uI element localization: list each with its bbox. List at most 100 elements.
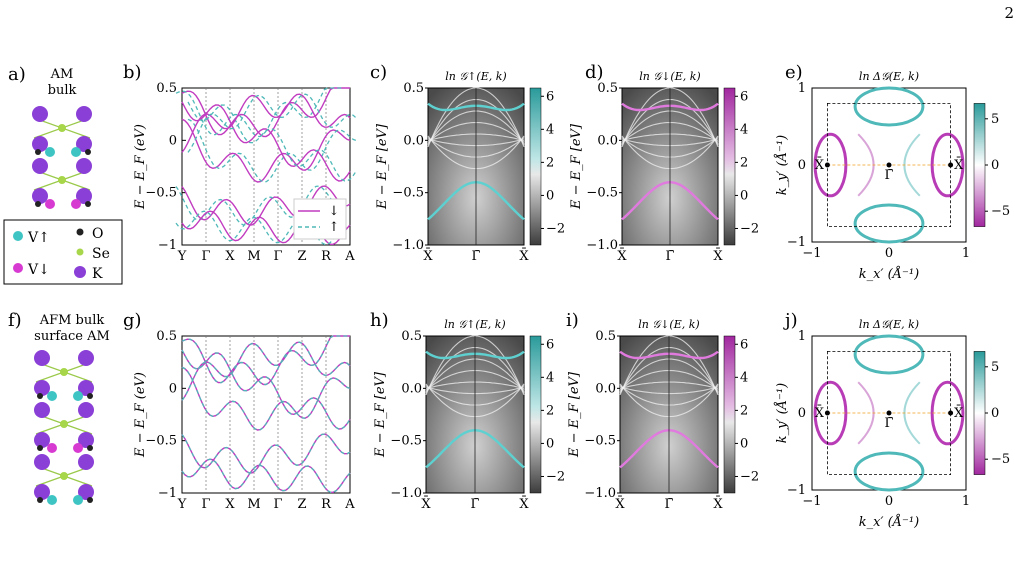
colorbar-tick-label: −5: [991, 452, 1010, 467]
x-tick-label: Γ̄: [664, 497, 673, 512]
colorbar: [973, 351, 986, 475]
spectral-map-d: 0.50.0−0.5−1.0X̄ Γ̄ X̄E − E_F [eV]ln 𝒢↓(E,…: [569, 70, 759, 264]
y-tick-label: −1.0: [584, 486, 616, 501]
kpath-label: Y: [177, 249, 187, 264]
panel-f-title-1: AFM bulk: [39, 313, 105, 328]
colorbar: [529, 335, 542, 494]
k-atom: [78, 484, 94, 500]
y-tick-label: 0.5: [403, 81, 424, 96]
x-axis-label: k_x′ (Å⁻¹): [859, 266, 919, 282]
y-tick-label: −0.5: [392, 186, 424, 201]
y-tick-label: −1: [158, 238, 177, 253]
v-atom: [47, 495, 57, 505]
y-axis-label: E − E_F [eV]: [569, 123, 584, 210]
pocket-teal-top: [853, 86, 925, 127]
o-atom: [87, 445, 93, 451]
colorbar: [723, 335, 736, 494]
panel-a-title-2: bulk: [48, 83, 77, 98]
y-tick-label: −1.0: [390, 486, 422, 501]
y-tick-label: 0.5: [156, 81, 177, 96]
y-tick-label: 0.0: [597, 133, 618, 148]
colorbar-tick-label: −2: [546, 221, 565, 236]
v-atom: [73, 443, 83, 453]
y-axis-label: E − E_F [eV]: [567, 371, 582, 458]
band-legend: [293, 198, 347, 240]
o-atom: [37, 393, 43, 399]
panel-b-label: b): [123, 62, 142, 83]
colorbar-tick-label: 0: [991, 158, 999, 173]
x-tick-label: X̄: [423, 248, 433, 264]
legend-vup: V↑: [27, 230, 50, 246]
band-up: [187, 101, 357, 182]
spectral-map-c: 0.50.0−0.5−1.0X̄ Γ̄ X̄E − E_F [eV]ln 𝒢↑(E,…: [375, 70, 565, 264]
hs-point: [948, 162, 954, 168]
kpath-label: R: [321, 497, 332, 512]
legend-k: K: [92, 266, 103, 282]
legend-down-label: ↓: [329, 204, 340, 219]
panel-g-label: g): [123, 310, 142, 331]
colorbar-tick-label: −2: [740, 469, 759, 484]
band-up: [181, 349, 351, 430]
x-tick-label: X̄: [617, 248, 627, 264]
k-atom: [34, 380, 50, 396]
crystal-structure-afm: [34, 350, 94, 505]
y-axis-label: k_y′ (Å⁻¹): [774, 383, 790, 443]
y-tick-label: 1: [798, 81, 806, 96]
x-tick-label: X̄: [713, 248, 723, 264]
y-axis-label: E − E_F [eV]: [373, 371, 388, 458]
o-atom: [37, 445, 43, 451]
pocket-magenta-left: [813, 380, 848, 446]
y-tick-label: 0.0: [403, 133, 424, 148]
y-tick-label: −1.0: [586, 238, 618, 253]
k-atom: [78, 432, 94, 448]
k-atom: [34, 402, 50, 418]
se-atom: [60, 472, 68, 480]
colorbar-tick-label: −2: [546, 469, 565, 484]
x-tick-label: 1: [962, 494, 970, 509]
spectral-map-h: 0.50.0−0.5−1.0X̄ Γ̄ X̄E − E_F [eV]ln 𝒢↑(E,…: [373, 318, 565, 512]
kpath-label: Z: [297, 249, 306, 264]
colorbar-tick-label: 0: [740, 188, 748, 203]
fermi-map-e: X̄ Γ̄ X̄ 1 0 −1−1 0 1 k_x′ (Å⁻¹) k_y′ (Å⁻¹) ln Δ𝒢(…: [774, 70, 1010, 282]
kpath-label: M: [247, 497, 260, 512]
k-atom: [78, 454, 94, 470]
k-atom: [76, 106, 92, 122]
v-atom: [47, 391, 57, 401]
colorbar: [973, 103, 986, 227]
panel-a-label: a): [8, 64, 26, 85]
kpath-label: A: [344, 497, 355, 512]
band-up: [181, 335, 350, 386]
band-up: [187, 93, 357, 153]
panel-j-label: j): [783, 310, 798, 331]
se-atom: [58, 124, 66, 132]
colorbar-tick-label: 2: [546, 403, 554, 418]
o-atom: [87, 497, 93, 503]
x-tick-label: X̄: [519, 248, 529, 264]
kpath-label: X: [225, 497, 235, 512]
y-axis-label: k_y′ (Å⁻¹): [774, 135, 790, 195]
y-tick-label: 0.0: [595, 381, 616, 396]
colorbar-tick-label: −2: [740, 221, 759, 236]
panel-d-label: d): [585, 62, 604, 83]
spectral-map-i: 0.50.0−0.5−1.0X̄ Γ̄ X̄E − E_F [eV]ln 𝒢↓(E,…: [567, 318, 759, 512]
kpath-label: Γ: [201, 249, 210, 264]
y-tick-label: −1: [787, 235, 806, 250]
colorbar-tick-label: 0: [991, 406, 999, 421]
pocket-teal-top: [853, 334, 925, 375]
band-down: [181, 101, 351, 182]
panel-f-title-2: surface AM: [34, 329, 110, 344]
y-tick-label: 0: [169, 133, 177, 148]
panel-e-label: e): [785, 62, 803, 83]
k-atom: [78, 402, 94, 418]
hs-point-label: X̄: [954, 405, 964, 421]
k-atom: [34, 432, 50, 448]
colorbar-tick-label: 0: [740, 436, 748, 451]
hs-point-label: Γ̄: [884, 416, 893, 431]
legend-o: O: [92, 226, 103, 242]
colorbar-tick-label: 4: [546, 122, 554, 137]
colorbar-tick-label: 4: [740, 122, 748, 137]
band-up: [181, 341, 351, 401]
y-tick-label: 0.0: [401, 381, 422, 396]
o-atom: [35, 149, 41, 155]
